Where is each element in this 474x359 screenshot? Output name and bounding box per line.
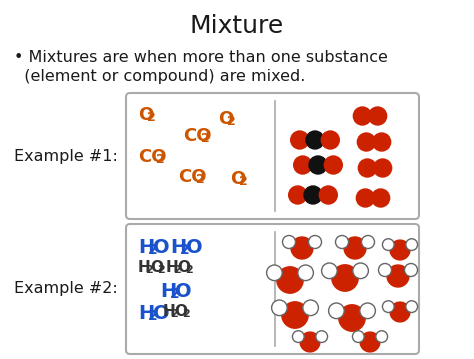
Text: 2: 2 — [147, 111, 155, 124]
Text: 2: 2 — [147, 243, 157, 257]
Text: Example #1:: Example #1: — [14, 149, 118, 163]
Circle shape — [383, 239, 394, 251]
Circle shape — [272, 300, 287, 316]
Circle shape — [316, 331, 328, 342]
Circle shape — [360, 303, 375, 318]
Text: H: H — [138, 304, 154, 323]
Circle shape — [362, 236, 374, 248]
Circle shape — [369, 107, 387, 125]
Text: O: O — [138, 106, 153, 124]
Circle shape — [277, 267, 303, 293]
Circle shape — [353, 107, 371, 125]
Text: 2: 2 — [170, 309, 178, 319]
FancyBboxPatch shape — [126, 93, 419, 219]
Circle shape — [353, 263, 368, 279]
Circle shape — [319, 186, 337, 204]
Text: O: O — [185, 238, 202, 257]
Circle shape — [379, 264, 392, 276]
Circle shape — [303, 300, 319, 316]
Text: (element or compound) are mixed.: (element or compound) are mixed. — [14, 69, 305, 84]
Circle shape — [353, 331, 364, 342]
Text: H: H — [160, 282, 176, 301]
Circle shape — [383, 301, 394, 312]
Text: 2: 2 — [156, 153, 164, 166]
Circle shape — [298, 265, 313, 281]
Text: 2: 2 — [239, 175, 247, 188]
Circle shape — [390, 302, 410, 322]
Circle shape — [406, 239, 418, 251]
Text: 2: 2 — [182, 309, 190, 319]
Text: O: O — [174, 304, 187, 319]
Text: Example #2:: Example #2: — [14, 281, 118, 297]
Circle shape — [300, 332, 320, 352]
Circle shape — [321, 263, 337, 279]
Text: O: O — [178, 260, 191, 275]
Text: H: H — [171, 238, 187, 257]
Circle shape — [283, 236, 295, 248]
Circle shape — [344, 237, 366, 259]
Circle shape — [282, 302, 308, 328]
Circle shape — [376, 331, 388, 342]
Circle shape — [372, 189, 390, 207]
Text: O: O — [230, 170, 245, 188]
Circle shape — [404, 264, 418, 276]
Text: O: O — [153, 238, 170, 257]
Circle shape — [358, 159, 376, 177]
Text: 2: 2 — [201, 132, 210, 145]
Text: Mixture: Mixture — [190, 14, 284, 38]
Text: 2: 2 — [180, 243, 190, 257]
Text: CO: CO — [178, 168, 207, 186]
Text: 2: 2 — [170, 287, 179, 301]
Text: • Mixtures are when more than one substance: • Mixtures are when more than one substa… — [14, 51, 388, 65]
Text: O: O — [153, 304, 170, 323]
Text: 2: 2 — [227, 115, 236, 128]
Circle shape — [304, 186, 322, 204]
Text: H: H — [138, 260, 151, 275]
Text: CO: CO — [183, 127, 211, 145]
Circle shape — [291, 131, 309, 149]
Text: 2: 2 — [173, 265, 181, 275]
Circle shape — [324, 156, 342, 174]
Circle shape — [294, 156, 312, 174]
Circle shape — [309, 236, 321, 248]
Text: O: O — [218, 110, 233, 128]
Circle shape — [309, 156, 327, 174]
Circle shape — [374, 159, 392, 177]
Circle shape — [306, 131, 324, 149]
Text: O: O — [150, 260, 163, 275]
Circle shape — [339, 305, 365, 331]
Circle shape — [289, 186, 307, 204]
Text: CO: CO — [138, 148, 166, 166]
Text: 2: 2 — [185, 265, 193, 275]
Circle shape — [291, 237, 313, 259]
Circle shape — [332, 265, 358, 291]
Circle shape — [387, 265, 409, 287]
Text: 2: 2 — [146, 265, 153, 275]
Circle shape — [328, 303, 344, 318]
Text: 2: 2 — [157, 265, 165, 275]
Circle shape — [357, 133, 375, 151]
Text: 2: 2 — [147, 309, 157, 323]
Circle shape — [406, 301, 418, 312]
FancyBboxPatch shape — [126, 224, 419, 354]
Text: H: H — [138, 238, 154, 257]
Circle shape — [321, 131, 339, 149]
Circle shape — [336, 236, 348, 248]
Text: O: O — [175, 282, 191, 301]
Circle shape — [292, 331, 304, 342]
Circle shape — [356, 189, 374, 207]
Circle shape — [266, 265, 282, 281]
Circle shape — [390, 240, 410, 260]
Text: H: H — [163, 304, 175, 319]
Text: H: H — [166, 260, 179, 275]
Circle shape — [373, 133, 391, 151]
Text: 2: 2 — [196, 173, 205, 186]
Circle shape — [360, 332, 380, 352]
